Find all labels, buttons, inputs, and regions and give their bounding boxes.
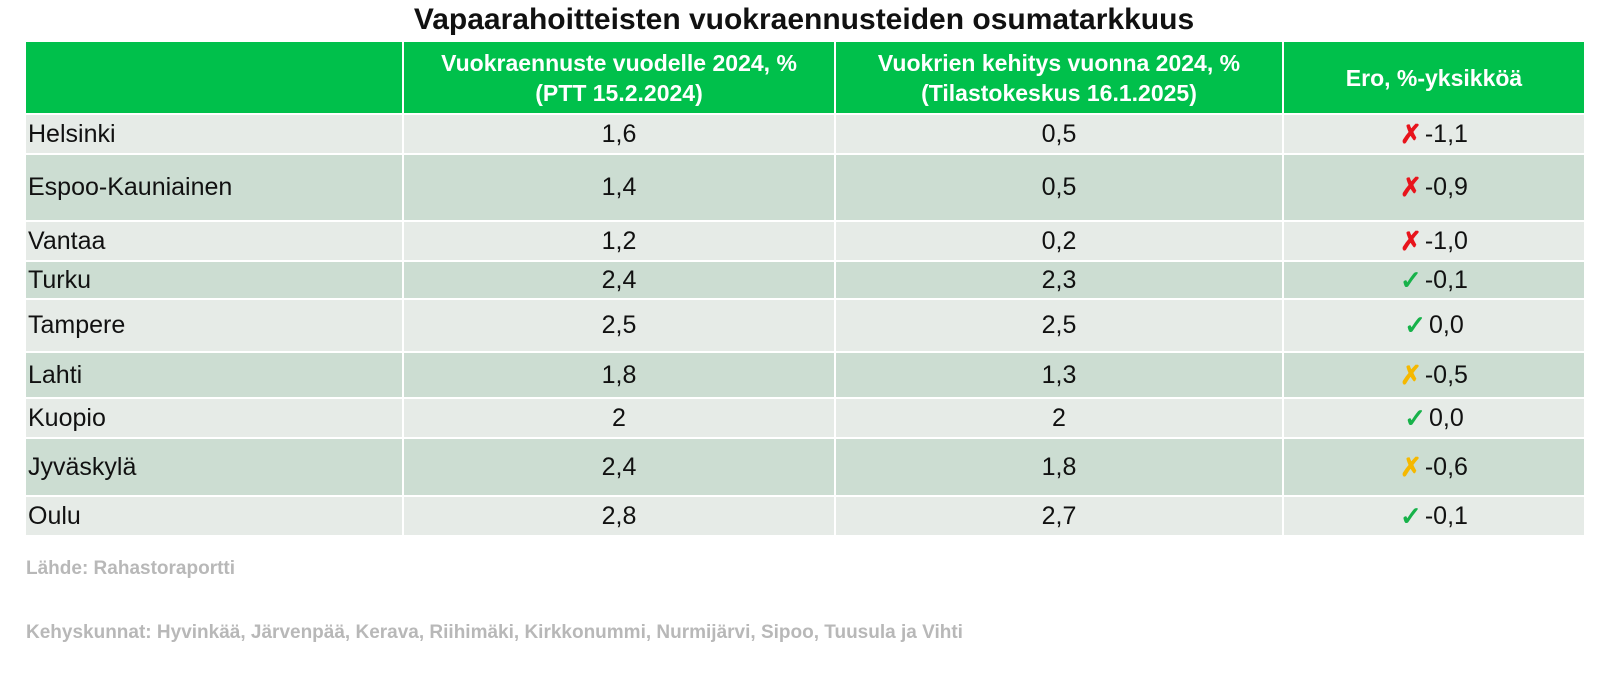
- difference-value: -0,1: [1424, 265, 1468, 294]
- table-header-row: Vuokraennuste vuodelle 2024, % (PTT 15.2…: [26, 42, 1584, 115]
- difference-value: -1,1: [1424, 119, 1468, 148]
- difference-cell: ✗ -1,0: [1284, 222, 1584, 260]
- checkmark-icon: ✓: [1404, 402, 1427, 433]
- header-actual: Vuokrien kehitys vuonna 2024, % (Tilasto…: [836, 42, 1284, 113]
- table-row: Jyväskylä 2,4 1,8 ✗ -0,6: [26, 439, 1584, 497]
- forecast-cell: 2,8: [404, 497, 836, 535]
- municipalities-note: Kehyskunnat: Hyvinkää, Järvenpää, Kerava…: [26, 622, 963, 643]
- forecast-cell: 1,2: [404, 222, 836, 260]
- forecast-cell: 2,5: [404, 300, 836, 351]
- city-cell: Tampere: [26, 300, 404, 351]
- difference-cell: ✓ -0,1: [1284, 497, 1584, 535]
- actual-cell: 2,3: [836, 262, 1284, 298]
- city-cell: Kuopio: [26, 399, 404, 437]
- city-cell: Jyväskylä: [26, 439, 404, 495]
- cross-icon: ✗: [1400, 451, 1422, 482]
- difference-cell: ✗ -0,9: [1284, 155, 1584, 220]
- actual-cell: 0,5: [836, 115, 1284, 153]
- forecast-cell: 2: [404, 399, 836, 437]
- header-difference: Ero, %-yksikköä: [1345, 64, 1523, 91]
- checkmark-icon: ✓: [1404, 310, 1427, 340]
- difference-cell: ✗ -1,1: [1284, 115, 1584, 153]
- cross-icon: ✗: [1400, 225, 1422, 256]
- cross-icon: ✗: [1400, 118, 1422, 149]
- header-city: [26, 42, 404, 113]
- forecast-cell: 1,8: [404, 353, 836, 397]
- difference-value: 0,0: [1429, 311, 1464, 339]
- table-row: Vantaa 1,2 0,2 ✗ -1,0: [26, 222, 1584, 262]
- actual-cell: 0,5: [836, 155, 1284, 220]
- table-row: Oulu 2,8 2,7 ✓ -0,1: [26, 497, 1584, 537]
- actual-cell: 2,7: [836, 497, 1284, 535]
- difference-cell: ✗ -0,5: [1284, 353, 1584, 397]
- city-cell: Vantaa: [26, 222, 404, 260]
- city-cell: Lahti: [26, 353, 404, 397]
- difference-value: -0,9: [1424, 173, 1468, 201]
- actual-cell: 2,5: [836, 300, 1284, 351]
- table-row: Tampere 2,5 2,5 ✓ 0,0: [26, 300, 1584, 353]
- difference-value: 0,0: [1429, 403, 1464, 432]
- table-row: Lahti 1,8 1,3 ✗ -0,5: [26, 353, 1584, 399]
- difference-cell: ✓ 0,0: [1284, 399, 1584, 437]
- city-cell: Espoo-Kauniainen: [26, 155, 404, 220]
- cross-icon: ✗: [1400, 359, 1422, 390]
- difference-value: -1,0: [1424, 226, 1468, 255]
- difference-cell: ✓ -0,1: [1284, 262, 1584, 298]
- cross-icon: ✗: [1400, 172, 1422, 202]
- difference-value: -0,5: [1424, 360, 1468, 389]
- difference-value: -0,1: [1424, 501, 1468, 530]
- page-title: Vapaarahoitteisten vuokraennusteiden osu…: [413, 3, 1195, 36]
- city-cell: Oulu: [26, 497, 404, 535]
- forecast-cell: 2,4: [404, 439, 836, 495]
- table-row: Helsinki 1,6 0,5 ✗ -1,1: [26, 115, 1584, 155]
- table-row: Kuopio 2 2 ✓ 0,0: [26, 399, 1584, 439]
- difference-cell: ✗ -0,6: [1284, 439, 1584, 495]
- actual-cell: 2: [836, 399, 1284, 437]
- forecast-accuracy-table: Vuokraennuste vuodelle 2024, % (PTT 15.2…: [26, 42, 1584, 537]
- table-row: Turku 2,4 2,3 ✓ -0,1: [26, 262, 1584, 300]
- source-note: Lähde: Rahastoraportti: [26, 558, 236, 579]
- checkmark-icon: ✓: [1400, 264, 1422, 295]
- forecast-cell: 2,4: [404, 262, 836, 298]
- forecast-cell: 1,4: [404, 155, 836, 220]
- table-row: Espoo-Kauniainen 1,4 0,5 ✗ -0,9: [26, 155, 1584, 222]
- city-cell: Helsinki: [26, 115, 404, 153]
- difference-value: -0,6: [1424, 452, 1468, 481]
- difference-cell: ✓ 0,0: [1284, 300, 1584, 351]
- forecast-cell: 1,6: [404, 115, 836, 153]
- header-forecast: Vuokraennuste vuodelle 2024, % (PTT 15.2…: [404, 42, 836, 113]
- actual-cell: 1,3: [836, 353, 1284, 397]
- checkmark-icon: ✓: [1400, 500, 1422, 531]
- actual-cell: 1,8: [836, 439, 1284, 495]
- city-cell: Turku: [26, 262, 404, 298]
- actual-cell: 0,2: [836, 222, 1284, 260]
- table-body: Helsinki 1,6 0,5 ✗ -1,1 Espoo-Kauniainen 1,4 0,…: [26, 115, 1584, 537]
